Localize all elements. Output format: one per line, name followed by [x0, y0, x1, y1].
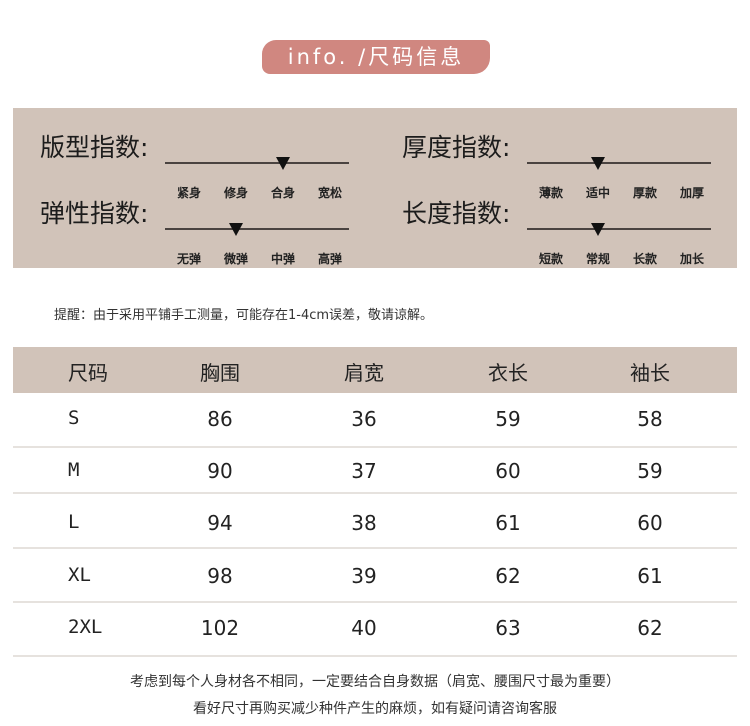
row-divider — [13, 601, 737, 603]
index-scale-line — [527, 162, 711, 164]
table-cell: 61 — [637, 564, 663, 588]
table-cell: 61 — [495, 511, 521, 535]
table-cell: M — [68, 459, 80, 481]
column-header: 肩宽 — [344, 361, 384, 385]
index-title: 长度指数: — [402, 199, 511, 228]
index-option: 合身 — [270, 186, 295, 200]
row-divider — [13, 492, 737, 494]
table-cell: 59 — [637, 459, 663, 483]
index-title: 版型指数: — [40, 133, 149, 162]
column-header: 胸围 — [200, 361, 240, 385]
footer-line-1: 考虑到每个人身材各不相同，一定要结合自身数据（肩宽、腰围尺寸最为重要） — [130, 674, 620, 690]
index-option: 加长 — [679, 252, 704, 266]
table-cell: 63 — [495, 616, 521, 640]
index-option: 宽松 — [317, 186, 342, 200]
index-scale-line — [165, 162, 349, 164]
index-option: 无弹 — [176, 252, 201, 266]
row-divider — [13, 547, 737, 549]
row-divider — [13, 655, 737, 657]
table-cell: 62 — [495, 564, 521, 588]
index-option: 修身 — [223, 186, 248, 200]
table-cell: 86 — [207, 407, 233, 431]
table-cell: 102 — [200, 616, 240, 640]
index-scale-line — [527, 228, 711, 230]
table-cell: 39 — [351, 564, 377, 588]
table-cell: 94 — [207, 511, 233, 535]
table-cell: 59 — [495, 407, 521, 431]
index-option: 薄款 — [538, 186, 563, 200]
row-divider — [13, 446, 737, 448]
index-option: 紧身 — [176, 186, 201, 200]
table-cell: 37 — [351, 459, 377, 483]
selected-marker-icon — [276, 157, 290, 170]
table-cell: 60 — [637, 511, 663, 535]
index-option: 常规 — [585, 252, 610, 266]
index-scale-line — [165, 228, 349, 230]
table-cell: S — [68, 407, 80, 429]
table-cell: 58 — [637, 407, 663, 431]
table-cell: 62 — [637, 616, 663, 640]
index-title: 厚度指数: — [402, 133, 511, 162]
table-cell: 38 — [351, 511, 377, 535]
selected-marker-icon — [591, 157, 605, 170]
table-cell: 98 — [207, 564, 233, 588]
footer-line-2: 看好尺寸再购买减少种件产生的麻烦，如有疑问请咨询客服 — [193, 701, 557, 717]
index-option: 微弹 — [223, 252, 248, 266]
table-cell: L — [68, 511, 80, 533]
selected-marker-icon — [229, 223, 243, 236]
column-header: 衣长 — [488, 361, 528, 385]
table-cell: XL — [68, 564, 91, 586]
index-option: 短款 — [538, 252, 563, 266]
column-header: 尺码 — [68, 361, 108, 385]
index-option: 长款 — [632, 252, 657, 266]
table-cell: 40 — [351, 616, 377, 640]
index-panel — [13, 108, 737, 268]
table-cell: 60 — [495, 459, 521, 483]
column-header: 袖长 — [630, 361, 670, 385]
index-title: 弹性指数: — [40, 199, 149, 228]
table-cell: 36 — [351, 407, 377, 431]
index-option: 厚款 — [632, 186, 657, 200]
selected-marker-icon — [591, 223, 605, 236]
section-banner: info. /尺码信息 — [262, 40, 490, 74]
index-option: 适中 — [585, 186, 610, 200]
table-cell: 90 — [207, 459, 233, 483]
index-option: 高弹 — [317, 252, 342, 266]
measurement-tip: 提醒：由于采用平铺手工测量，可能存在1-4cm误差，敬请谅解。 — [54, 308, 434, 323]
table-header — [13, 347, 737, 393]
table-cell: 2XL — [68, 616, 103, 638]
index-option: 中弹 — [270, 252, 295, 266]
index-option: 加厚 — [679, 186, 704, 200]
